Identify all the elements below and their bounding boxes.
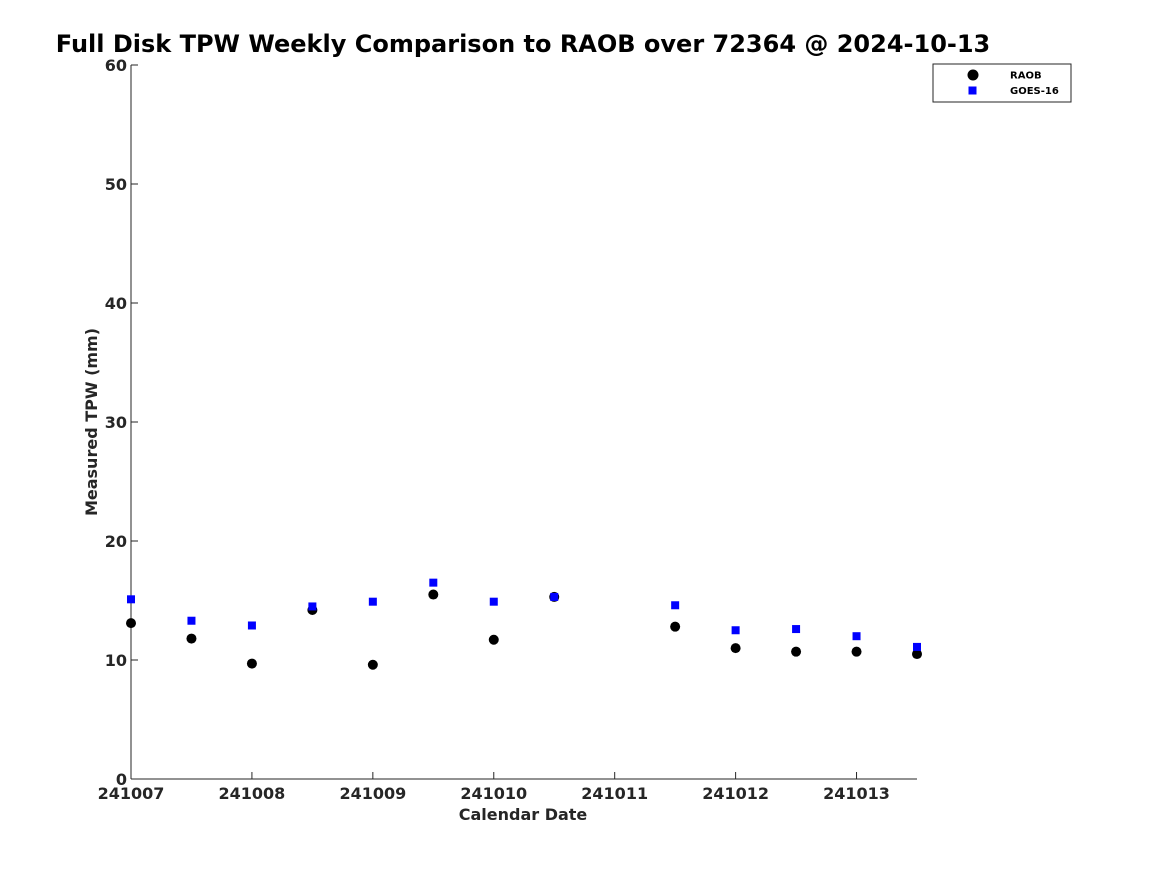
legend-box xyxy=(932,63,1072,103)
data-point-goes16 xyxy=(671,601,680,610)
y-axis-label: Measured TPW (mm) xyxy=(82,328,101,516)
data-point-goes16 xyxy=(187,616,196,625)
legend-label-goes16: GOES-16 xyxy=(1010,86,1059,97)
y-tick-label: 30 xyxy=(105,413,127,432)
data-point-goes16 xyxy=(368,597,377,606)
legend-label-raob: RAOB xyxy=(1010,71,1042,82)
data-point-raob xyxy=(488,634,499,645)
y-tick-label: 60 xyxy=(105,56,127,75)
data-point-goes16 xyxy=(429,578,438,587)
x-tick-label: 241008 xyxy=(219,784,286,803)
legend: RAOB GOES-16 xyxy=(932,63,1072,103)
data-point-goes16 xyxy=(913,642,921,651)
data-point-goes16 xyxy=(550,592,559,601)
y-tick-label: 10 xyxy=(105,651,127,670)
data-point-raob xyxy=(246,658,257,669)
x-axis-label: Calendar Date xyxy=(459,805,588,824)
x-tick-label: 241010 xyxy=(460,784,527,803)
data-point-goes16 xyxy=(792,625,801,634)
y-tick-label: 50 xyxy=(105,175,127,194)
legend-marker-goes16 xyxy=(968,86,977,95)
data-point-raob xyxy=(186,633,197,644)
data-point-raob xyxy=(730,643,741,654)
data-point-goes16 xyxy=(127,595,135,604)
axes xyxy=(130,65,917,780)
data-point-goes16 xyxy=(731,626,740,635)
data-point-goes16 xyxy=(489,597,498,606)
x-tick-label: 241012 xyxy=(702,784,769,803)
x-tick-label: 241013 xyxy=(823,784,890,803)
x-tick-label: 241007 xyxy=(98,784,165,803)
data-points xyxy=(126,578,922,670)
y-tick-label: 20 xyxy=(105,532,127,551)
data-point-raob xyxy=(791,646,802,657)
data-point-goes16 xyxy=(308,602,317,611)
data-point-goes16 xyxy=(852,632,861,641)
x-ticks: 241007 241008 241009 241010 241011 241012 2410… xyxy=(98,772,890,803)
data-point-raob xyxy=(670,621,681,632)
data-point-raob xyxy=(126,618,136,629)
y-tick-label: 0 xyxy=(116,770,127,789)
data-point-raob xyxy=(367,659,378,670)
y-tick-label: 40 xyxy=(105,294,127,313)
x-tick-label: 241009 xyxy=(339,784,406,803)
y-ticks: 0 10 20 30 40 50 60 xyxy=(105,56,138,789)
chart-title: Full Disk TPW Weekly Comparison to RAOB … xyxy=(56,30,991,58)
legend-marker-raob xyxy=(967,69,979,81)
data-point-raob xyxy=(851,646,862,657)
data-point-raob xyxy=(428,589,439,600)
data-point-goes16 xyxy=(247,621,256,630)
data-point-raob xyxy=(912,649,922,660)
x-tick-label: 241011 xyxy=(581,784,648,803)
